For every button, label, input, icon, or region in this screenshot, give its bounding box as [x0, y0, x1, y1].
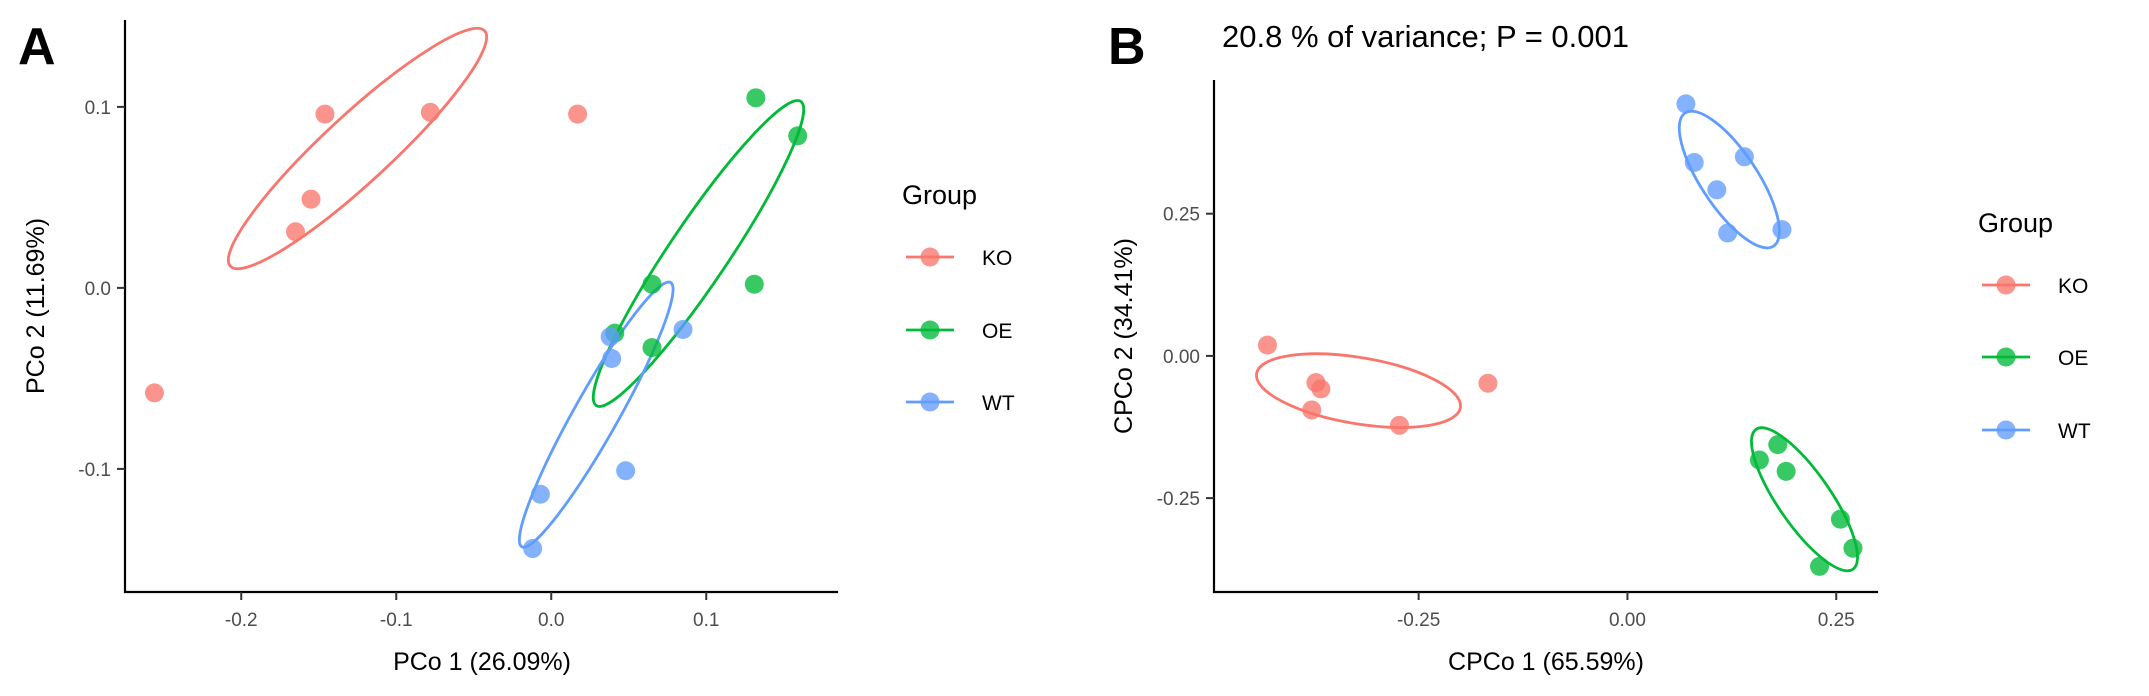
panel-b-point-wt	[1718, 223, 1738, 243]
panel-a-ellipse-ko	[226, 26, 489, 271]
panel-a-point-oe	[744, 274, 764, 294]
panel-a-point-ko	[315, 104, 335, 124]
panel-b-point-wt	[1707, 180, 1727, 200]
panel-a-legend-key-point-wt	[920, 392, 940, 412]
panel-a-y-tick-label: -0.1	[78, 460, 111, 481]
panel-b-legend-title: Group	[1978, 208, 2053, 238]
panel-b-y-axis-title: CPCo 2 (34.41%)	[1110, 238, 1138, 434]
panel-a-ellipse-wt	[517, 280, 675, 549]
panel-b-ellipse-ko	[1255, 352, 1462, 429]
panel-a-legend-label-wt: WT	[982, 392, 1015, 415]
panel-a: A -0.2 -0.1 0.0 0.1 -0.1 0.0 0.1 PCo 1 (26.09%…	[18, 18, 1015, 676]
panel-b-x-tick-label: -0.25	[1397, 610, 1440, 631]
panel-a-point-oe	[642, 274, 662, 294]
panel-b-axes: -0.25 0.00 0.25 -0.25 0.00 0.25	[1157, 80, 1878, 631]
panel-a-point-wt	[530, 484, 550, 504]
panel-b-point-oe	[1768, 435, 1788, 455]
panel-b-title: 20.8 % of variance; P = 0.001	[1222, 19, 1629, 54]
panel-b-points	[1257, 94, 1863, 576]
panel-b-point-ko	[1389, 415, 1409, 435]
panel-a-legend-key-point-ko	[920, 247, 940, 267]
panel-b-y-tick-label: -0.25	[1157, 489, 1200, 510]
panel-b-point-ko	[1302, 400, 1322, 420]
panel-b-point-wt	[1684, 152, 1704, 172]
panel-b-point-ko	[1311, 379, 1331, 399]
panel-a-point-ko	[301, 189, 321, 209]
panel-b-point-wt	[1676, 94, 1696, 114]
panel-b-point-oe	[1810, 556, 1830, 576]
panel-b-letter: B	[1108, 18, 1146, 76]
panel-b-legend-label-oe: OE	[2058, 347, 2088, 370]
panel-a-point-ko	[420, 102, 440, 122]
panel-a-y-tick-label: 0.0	[85, 279, 111, 300]
panel-b-legend-key-point-oe	[1996, 347, 2016, 367]
panel-b-ellipse-oe	[1750, 426, 1859, 573]
panel-a-y-tick-label: 0.1	[85, 98, 111, 119]
panel-a-point-oe	[788, 126, 808, 146]
panel-a-axes: -0.2 -0.1 0.0 0.1 -0.1 0.0 0.1	[78, 20, 838, 631]
panel-a-legend-title: Group	[902, 180, 977, 210]
panel-a-legend-label-oe: OE	[982, 320, 1012, 343]
panel-b-point-oe	[1776, 461, 1796, 481]
panel-a-point-ko	[286, 222, 305, 242]
panel-b-legend: Group KO OE WT	[1978, 208, 2091, 443]
panel-b: B 20.8 % of variance; P = 0.001 -0.25 0.0…	[1108, 18, 2091, 676]
panel-b-point-oe	[1830, 509, 1850, 529]
panel-a-x-axis-title: PCo 1 (26.09%)	[393, 648, 571, 676]
panel-a-point-oe	[746, 88, 766, 108]
panel-b-point-oe	[1843, 538, 1863, 558]
panel-b-legend-label-ko: KO	[2058, 275, 2088, 298]
panel-b-ellipses	[1255, 109, 1859, 573]
panel-b-x-axis-title: CPCo 1 (65.59%)	[1448, 648, 1644, 676]
panel-b-point-oe	[1749, 450, 1769, 470]
panel-a-legend-label-ko: KO	[982, 247, 1012, 270]
panel-a-point-wt	[602, 348, 622, 368]
panel-a-point-wt	[523, 539, 543, 559]
panel-b-legend-key-point-ko	[1996, 275, 2016, 295]
panel-a-y-axis-title: PCo 2 (11.69%)	[22, 218, 50, 394]
panel-a-point-wt	[600, 327, 620, 347]
panel-a-point-wt	[673, 320, 693, 340]
panel-b-x-tick-label: 0.25	[1818, 610, 1855, 631]
panel-b-legend-key-point-wt	[1996, 420, 2016, 440]
panel-b-y-tick-label: 0.00	[1163, 347, 1200, 368]
panel-a-point-ko	[568, 104, 588, 124]
panel-a-letter: A	[18, 18, 56, 76]
panel-a-ellipses	[226, 26, 806, 549]
panel-a-legend: Group KO OE WT	[902, 180, 1015, 415]
panel-a-x-tick-label: -0.1	[380, 610, 413, 631]
panel-b-x-tick-label: 0.00	[1609, 610, 1646, 631]
panel-a-x-tick-label: 0.1	[693, 610, 719, 631]
panel-a-ellipse-oe	[591, 99, 806, 408]
panel-b-y-tick-label: 0.25	[1163, 205, 1200, 226]
panel-b-point-wt	[1772, 220, 1792, 240]
panel-b-point-ko	[1257, 335, 1277, 355]
panel-a-x-tick-label: -0.2	[225, 610, 258, 631]
panel-a-legend-key-point-oe	[920, 320, 940, 340]
panel-a-point-ko	[144, 383, 164, 403]
panel-a-points	[144, 88, 808, 559]
panel-b-legend-label-wt: WT	[2058, 420, 2091, 443]
panel-a-x-tick-label: 0.0	[538, 610, 564, 631]
panel-a-point-wt	[616, 461, 636, 481]
panel-b-point-ko	[1478, 373, 1498, 393]
panel-a-point-oe	[642, 338, 662, 358]
panel-b-point-wt	[1734, 147, 1754, 167]
